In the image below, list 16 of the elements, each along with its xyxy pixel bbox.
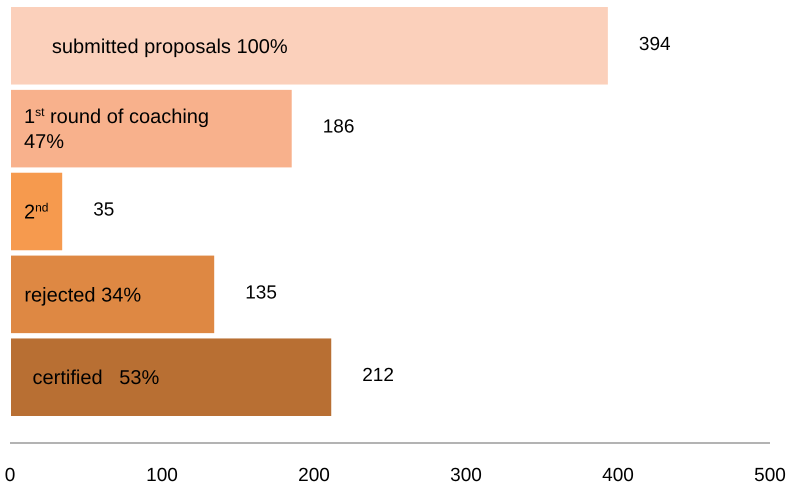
data-label: 135 (245, 282, 277, 304)
x-tick-label: 500 (754, 465, 786, 486)
data-label: 394 (638, 34, 672, 55)
y-tick-label: rejected 34% (24, 284, 142, 306)
y-tick-label: 2$^{nd}$ (24, 200, 48, 224)
data-label: 186 (322, 116, 354, 138)
data-label: 212 (362, 365, 394, 386)
y-tick-label: certified 53% (32, 367, 160, 390)
y-tick-label: 1$^{st}$ round of coaching 47% (24, 105, 210, 154)
y-tick-label: submitted proposals 100% (52, 36, 288, 58)
x-tick-label: 300 (450, 465, 482, 486)
x-tick-label: 400 (602, 465, 634, 486)
x-tick-label: 200 (298, 465, 330, 486)
x-tick-label: 0 (4, 465, 16, 486)
x-tick-label: 100 (146, 465, 178, 486)
data-label: 35 (93, 199, 114, 220)
